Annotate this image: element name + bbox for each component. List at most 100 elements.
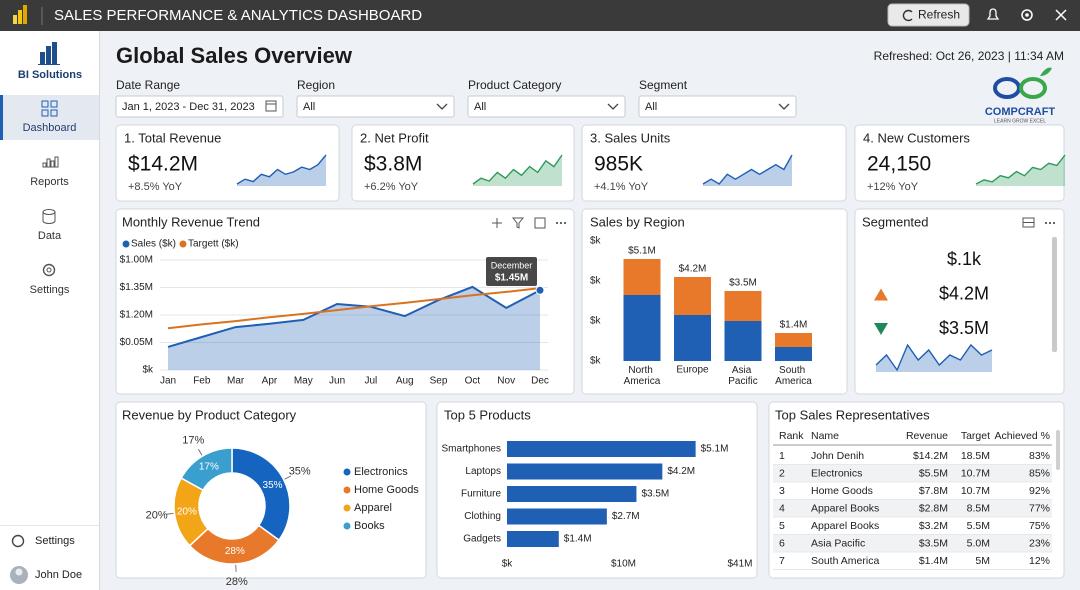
filter-label: Segment — [639, 78, 688, 92]
x-tick-label: Aug — [396, 376, 414, 387]
page-title: Global Sales Overview — [116, 43, 353, 68]
leader-line — [284, 475, 292, 480]
kpi-value: $3.8M — [364, 153, 422, 176]
bar-segment — [674, 277, 711, 315]
more-icon[interactable] — [555, 221, 559, 225]
nav-icon — [41, 109, 49, 117]
filter-label: Region — [297, 78, 335, 92]
x-tick-label: South America — [775, 365, 812, 387]
slice-outer-label: 35% — [289, 465, 311, 477]
more-icon[interactable] — [1044, 221, 1048, 225]
nav-item[interactable]: Data — [38, 230, 62, 242]
filter-dropdown[interactable] — [115, 95, 284, 118]
segment-value: $4.2M — [939, 283, 989, 303]
legend-marker — [343, 504, 351, 512]
focus-icon[interactable] — [492, 218, 502, 228]
table-cell: 92% — [1029, 485, 1050, 497]
brand-icon — [52, 42, 57, 64]
settings-icon[interactable] — [1021, 9, 1033, 21]
column-header: Name — [811, 430, 839, 442]
more-icon[interactable] — [1052, 221, 1056, 225]
chevron-icon — [778, 103, 790, 110]
y-tick-label: $k — [590, 236, 602, 247]
table-cell: Electronics — [811, 467, 862, 479]
trend-up — [874, 288, 888, 301]
slice-outer-label: 20% — [146, 509, 168, 521]
y-tick-label: $k — [142, 365, 154, 376]
scrollbar — [1056, 430, 1060, 470]
x-tick-label: Mar — [227, 376, 245, 387]
row-stripe — [773, 500, 1052, 517]
filter-icon[interactable] — [511, 217, 525, 229]
value-label: $1.4M — [564, 534, 592, 545]
tooltip-value: $1.45M — [495, 273, 528, 284]
slice-outer-label: 28% — [226, 576, 248, 588]
filter-value: All — [303, 101, 315, 113]
x-tick-label: $41M — [727, 559, 752, 570]
y-tick-label: $0.05M — [120, 337, 153, 348]
column-header: Target — [961, 430, 990, 442]
filter-dropdown[interactable] — [638, 95, 797, 118]
segment-value: $3.5M — [939, 318, 989, 338]
table-cell: 18.5M — [961, 450, 990, 462]
sidebar-settings[interactable]: Settings — [35, 535, 75, 547]
x-tick-label: Feb — [193, 376, 211, 387]
x-tick-label: May — [294, 376, 313, 387]
table-cell: 77% — [1029, 502, 1050, 514]
user-name[interactable]: John Doe — [35, 569, 82, 581]
tooltip — [486, 257, 537, 286]
x-tick-label: $k — [502, 559, 514, 570]
tooltip-title: December — [491, 260, 533, 270]
x-tick-label: $10M — [611, 559, 636, 570]
chart-card — [854, 208, 1065, 395]
bar-segment — [724, 291, 762, 321]
kpi-change: +12% YoY — [867, 181, 919, 193]
table-cell: 2 — [779, 467, 785, 479]
total-label: $4.2M — [679, 264, 707, 275]
trend-down — [874, 323, 888, 335]
donut-slice — [180, 447, 233, 492]
value-label: $2.7M — [612, 511, 640, 522]
slice-label: 20% — [177, 506, 197, 517]
nav-item[interactable]: Dashboard — [23, 122, 77, 134]
app-logo — [13, 15, 17, 24]
kpi-value: 24,150 — [867, 153, 931, 176]
nav-icon — [46, 158, 51, 168]
row-stripe — [773, 535, 1052, 552]
legend-label: Targett ($k) — [188, 239, 239, 250]
filter-label: Product Category — [468, 78, 561, 92]
refresh-icon — [902, 9, 913, 22]
table-cell: Home Goods — [811, 485, 873, 497]
bar — [507, 508, 607, 525]
logo-mark — [1040, 67, 1052, 76]
table-cell: John Denih — [811, 450, 864, 462]
refresh-label[interactable]: Refresh — [918, 8, 960, 22]
nav-item[interactable]: Settings — [30, 284, 70, 296]
table-cell: Asia Pacific — [811, 537, 865, 549]
table-cell: 8.5M — [967, 502, 990, 514]
y-tick-label: $k — [590, 276, 602, 287]
bar-segment — [623, 295, 661, 361]
kpi-change: +4.1% YoY — [594, 181, 649, 193]
more-icon[interactable] — [1048, 221, 1052, 225]
legend-marker — [343, 468, 351, 476]
bell-icon[interactable] — [986, 8, 1000, 20]
table-cell: 3 — [779, 485, 785, 497]
x-tick-label: Sep — [430, 376, 448, 387]
bar — [507, 486, 637, 502]
expand-icon[interactable] — [534, 217, 546, 229]
more-icon[interactable] — [559, 221, 563, 225]
nav-icon — [54, 156, 59, 168]
x-tick-label: Dec — [531, 376, 549, 387]
settings-icon — [11, 534, 25, 548]
legend-marker — [179, 240, 187, 248]
nav-item[interactable]: Reports — [30, 176, 69, 188]
table-cell: $3.2M — [919, 520, 948, 532]
more-icon[interactable] — [563, 221, 567, 225]
filter-dropdown[interactable] — [467, 95, 626, 118]
leader-line — [197, 448, 203, 456]
nav-icon — [50, 160, 55, 168]
table-cell: 10.7M — [961, 485, 990, 497]
line — [167, 285, 541, 348]
filter-dropdown[interactable] — [296, 95, 455, 118]
